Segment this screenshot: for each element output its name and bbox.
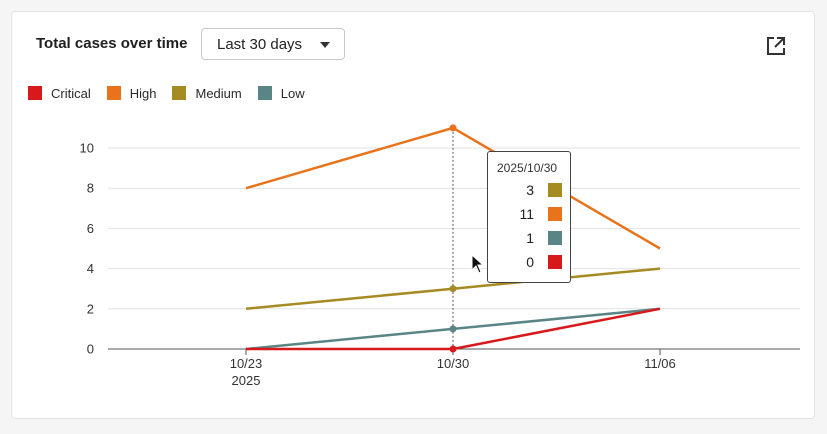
y-tick-label: 6	[87, 221, 94, 236]
data-point-high	[449, 124, 457, 132]
x-tick-label: 10/23	[230, 356, 263, 371]
tooltip-swatch	[548, 255, 562, 269]
x-tick-label: 11/06	[644, 356, 676, 371]
y-tick-label: 2	[87, 301, 94, 316]
chart-card: Total cases over time Last 30 days Criti…	[11, 11, 815, 419]
data-point-critical	[449, 345, 457, 353]
y-tick-label: 4	[87, 261, 94, 276]
tooltip-row: 0	[526, 254, 562, 270]
data-point-medium	[449, 285, 457, 293]
tooltip-value: 11	[519, 206, 534, 222]
chart-legend: Critical High Medium Low	[28, 84, 321, 102]
legend-item-critical[interactable]: Critical	[28, 86, 91, 101]
x-tick-sublabel: 2025	[232, 373, 261, 388]
legend-swatch	[28, 86, 42, 100]
tooltip-row: 11	[519, 206, 562, 222]
legend-item-high[interactable]: High	[106, 85, 157, 101]
legend-swatch	[106, 86, 121, 100]
legend-item-medium[interactable]: Medium	[172, 85, 242, 101]
tooltip-value: 3	[526, 182, 534, 198]
mouse-pointer-icon	[471, 254, 485, 274]
tooltip-swatch	[548, 183, 562, 197]
chevron-down-icon	[320, 42, 330, 48]
tooltip-row: 1	[526, 230, 562, 246]
x-tick-label: 10/30	[437, 356, 470, 371]
legend-swatch	[257, 86, 272, 100]
tooltip-value: 0	[526, 254, 534, 270]
tooltip-date: 2025/10/30	[497, 161, 558, 175]
tooltip-row: 3	[526, 182, 562, 198]
external-link-icon[interactable]	[766, 36, 786, 56]
y-tick-label: 8	[87, 181, 94, 196]
y-tick-label: 10	[80, 141, 94, 156]
tooltip-value: 1	[526, 230, 534, 246]
date-range-value: Last 30 days	[217, 36, 303, 53]
date-range-select[interactable]: Last 30 days	[201, 28, 345, 60]
legend-label: Low	[280, 85, 305, 101]
legend-label: Critical	[51, 85, 91, 101]
tooltip-swatch	[548, 231, 562, 245]
legend-label: High	[129, 85, 157, 101]
y-tick-label: 0	[87, 342, 94, 357]
legend-label: Medium	[195, 85, 242, 101]
legend-swatch	[172, 86, 187, 100]
chart-title: Total cases over time	[36, 35, 188, 52]
chart-tooltip: 2025/10/30 3 11 1 0	[487, 151, 571, 283]
data-point-low	[449, 325, 457, 333]
legend-item-low[interactable]: Low	[257, 85, 305, 101]
tooltip-swatch	[548, 207, 562, 221]
